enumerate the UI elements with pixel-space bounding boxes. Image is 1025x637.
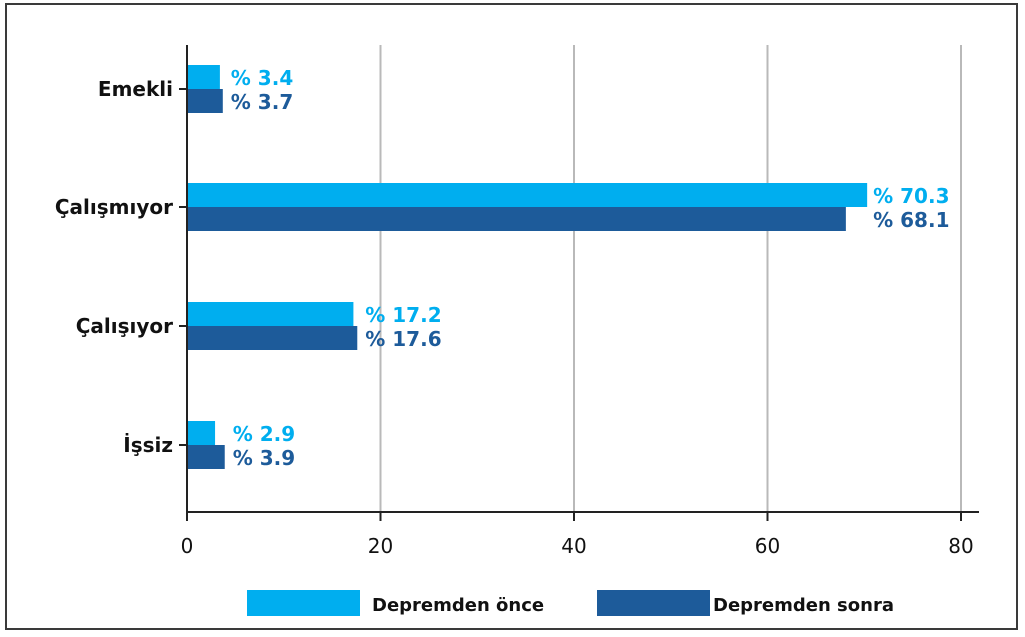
- category-label: Çalışmıyor: [55, 195, 173, 219]
- gridlines: [379, 45, 962, 512]
- bar-after: [188, 207, 846, 231]
- bar-before: [188, 65, 220, 89]
- category-label: Emekli: [98, 77, 173, 101]
- data-label-after: % 3.9: [233, 446, 295, 470]
- bar-chart: 0 20 40 60 80 Emekli Çalışmıyor Çalışıyor İşsiz…: [55, 45, 979, 616]
- x-tick-label: 0: [181, 534, 194, 558]
- category-label: Çalışıyor: [76, 314, 173, 338]
- data-label-before: % 2.9: [233, 422, 295, 446]
- legend: Depremden önce Depremden sonra: [247, 590, 894, 616]
- bar-after: [188, 326, 358, 350]
- legend-swatch: [597, 590, 710, 616]
- axes: 0 20 40 60 80: [179, 45, 979, 558]
- legend-swatch: [247, 590, 360, 616]
- data-label-before: % 70.3: [873, 184, 949, 208]
- bar-after: [188, 445, 225, 469]
- data-label-after: % 3.7: [231, 90, 293, 114]
- legend-label: Depremden önce: [372, 595, 544, 616]
- x-tick-label: 60: [755, 534, 780, 558]
- category-label: İşsiz: [123, 433, 173, 457]
- labels: Emekli Çalışmıyor Çalışıyor İşsiz % 3.4 % 70.…: [55, 66, 950, 470]
- x-tick-label: 20: [368, 534, 393, 558]
- x-tick-label: 80: [948, 534, 973, 558]
- data-label-before: % 3.4: [231, 66, 293, 90]
- data-label-after: % 17.6: [365, 327, 441, 351]
- bar-before: [188, 421, 216, 445]
- bars: [188, 65, 868, 469]
- data-label-before: % 17.2: [365, 303, 441, 327]
- bar-after: [188, 89, 223, 113]
- legend-label: Depremden sonra: [713, 595, 894, 616]
- data-label-after: % 68.1: [873, 208, 949, 232]
- bar-before: [188, 302, 354, 326]
- chart-frame: 0 20 40 60 80 Emekli Çalışmıyor Çalışıyor İşsiz…: [5, 3, 1018, 630]
- x-tick-label: 40: [561, 534, 586, 558]
- bar-before: [188, 183, 868, 207]
